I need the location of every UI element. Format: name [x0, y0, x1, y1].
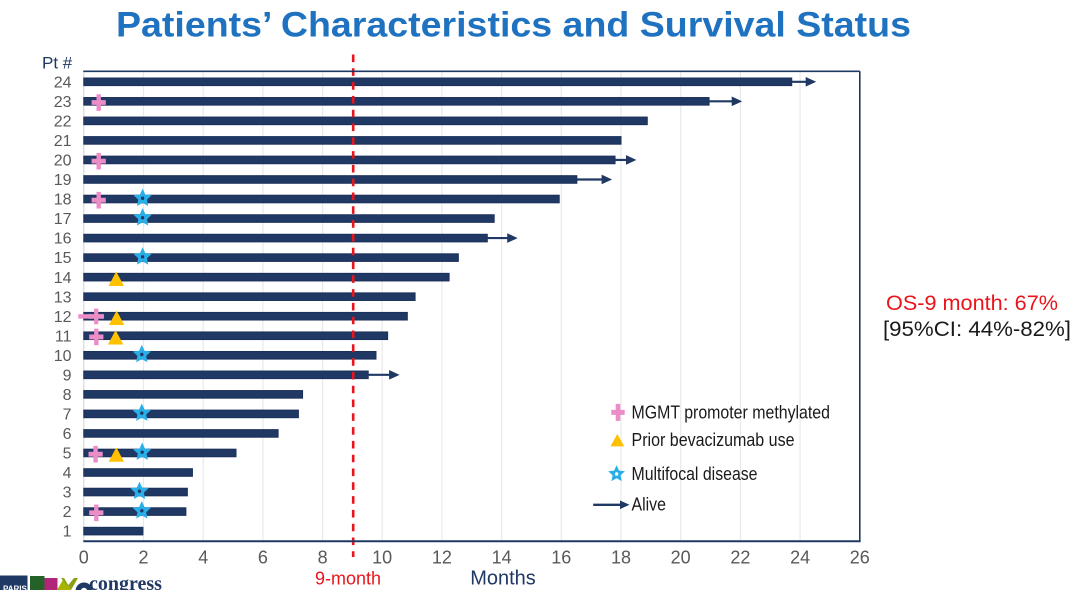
svg-text:22: 22: [54, 114, 72, 131]
svg-text:8: 8: [318, 548, 328, 568]
svg-text:24: 24: [54, 74, 72, 91]
svg-text:2: 2: [63, 504, 72, 521]
svg-text:12: 12: [54, 309, 72, 326]
svg-text:MGMT promoter methylated: MGMT promoter methylated: [632, 401, 831, 422]
svg-text:13: 13: [54, 289, 72, 306]
svg-text:0: 0: [79, 548, 89, 568]
svg-text:Prior bevacizumab use: Prior bevacizumab use: [632, 429, 795, 450]
svg-text:20: 20: [54, 153, 72, 170]
svg-text:20: 20: [671, 548, 691, 568]
svg-text:7: 7: [63, 407, 72, 424]
svg-text:6: 6: [258, 548, 268, 568]
svg-text:congress: congress: [89, 573, 162, 590]
svg-text:12: 12: [432, 548, 452, 568]
svg-text:9-month: 9-month: [315, 568, 381, 589]
svg-text:15: 15: [54, 250, 72, 267]
svg-text:Multifocal disease: Multifocal disease: [632, 463, 758, 484]
svg-text:10: 10: [372, 548, 392, 568]
svg-text:Alive: Alive: [632, 494, 667, 515]
svg-text:22: 22: [730, 548, 750, 568]
svg-text:14: 14: [492, 548, 512, 568]
svg-text:Patients’ Characteristics and: Patients’ Characteristics and Survival S…: [116, 5, 911, 44]
svg-text:10: 10: [54, 348, 72, 365]
svg-text:Months: Months: [470, 568, 536, 590]
svg-text:2: 2: [138, 548, 148, 568]
svg-text:8: 8: [63, 387, 72, 404]
svg-text:4: 4: [63, 465, 72, 482]
svg-text:21: 21: [54, 133, 72, 150]
svg-text:Pt #: Pt #: [42, 54, 73, 73]
svg-text:[95%CI: 44%-82%]: [95%CI: 44%-82%]: [883, 317, 1071, 341]
svg-text:9: 9: [63, 367, 72, 384]
svg-text:26: 26: [850, 548, 870, 568]
svg-text:14: 14: [54, 270, 72, 287]
svg-text:3: 3: [63, 485, 72, 502]
svg-text:17: 17: [54, 211, 72, 228]
svg-text:24: 24: [790, 548, 810, 568]
svg-text:6: 6: [63, 426, 72, 443]
svg-text:1: 1: [63, 524, 72, 541]
svg-text:18: 18: [611, 548, 631, 568]
svg-text:OS-9 month: 67%: OS-9 month: 67%: [886, 291, 1058, 315]
svg-text:23: 23: [54, 94, 72, 111]
svg-text:11: 11: [55, 328, 72, 345]
svg-text:19: 19: [54, 172, 72, 189]
svg-text:16: 16: [54, 231, 72, 248]
svg-text:5: 5: [63, 446, 72, 463]
svg-text:16: 16: [551, 548, 571, 568]
svg-text:4: 4: [198, 548, 208, 568]
svg-text:PARIS: PARIS: [3, 585, 28, 590]
svg-text:18: 18: [54, 192, 72, 209]
